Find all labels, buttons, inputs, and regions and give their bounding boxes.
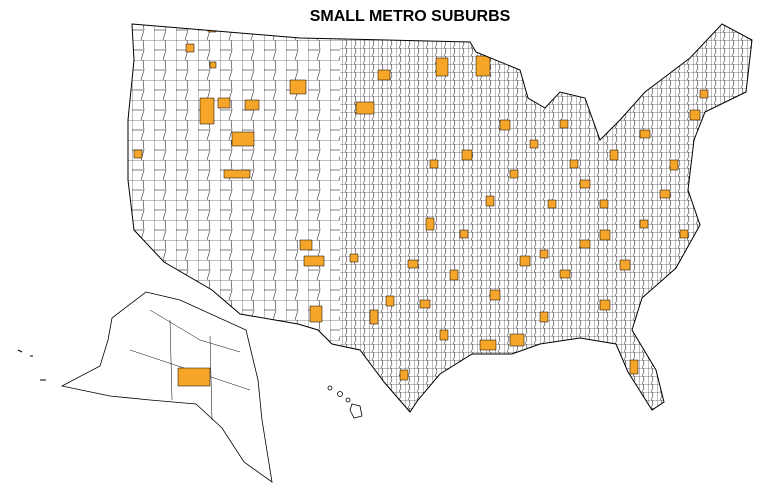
alaska [17, 291, 273, 483]
map-title: SMALL METRO SUBURBS [310, 8, 511, 25]
us-outline [127, 23, 753, 413]
hawaii [327, 385, 363, 419]
